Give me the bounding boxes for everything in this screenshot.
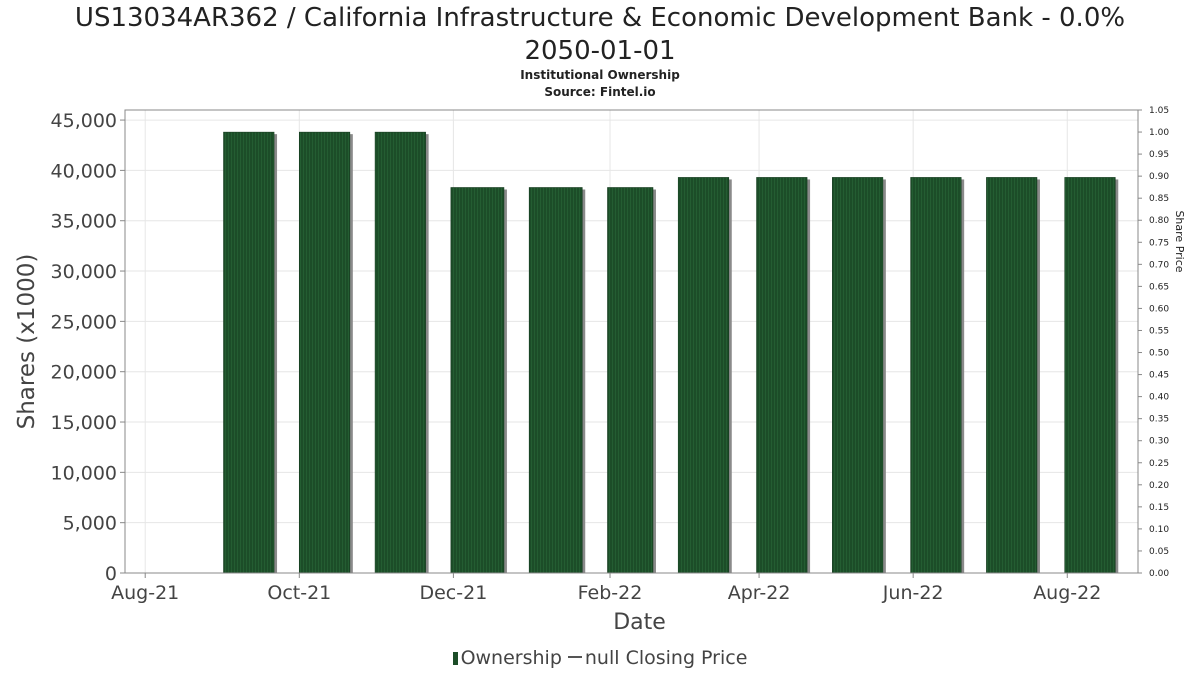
x-tick-label: Aug-21 xyxy=(111,582,179,604)
chart-title-line-1: US13034AR362 / California Infrastructure… xyxy=(74,3,1126,33)
y2-tick-label: 1.00 xyxy=(1149,128,1169,138)
x-tick-label: Aug-22 xyxy=(1033,582,1101,604)
y2-tick-label: 0.65 xyxy=(1149,282,1169,292)
y-tick-label: 35,000 xyxy=(51,211,117,233)
y-tick-label: 25,000 xyxy=(51,311,117,333)
legend: Ownership null Closing Price xyxy=(0,647,1200,669)
ownership-bar xyxy=(986,177,1038,574)
ownership-bar xyxy=(607,187,654,574)
y-tick-label: 15,000 xyxy=(51,412,117,434)
y2-tick-label: 0.25 xyxy=(1149,459,1169,469)
legend-closing-price-line xyxy=(567,656,582,658)
ownership-bar xyxy=(1064,177,1116,574)
y-tick-label: 0 xyxy=(105,563,117,585)
y2-tick-label: 0.15 xyxy=(1149,503,1169,513)
chart-title-line-2: 2050-01-01 xyxy=(524,36,676,66)
y2-tick-label: 0.20 xyxy=(1149,481,1169,491)
plot-border xyxy=(124,109,1139,574)
y2-tick-label: 0.50 xyxy=(1149,349,1169,359)
y2-tick-label: 0.80 xyxy=(1149,216,1169,226)
ownership-bar xyxy=(223,131,275,574)
y2-tick-label: 0.30 xyxy=(1149,437,1169,447)
y2-tick-label: 0.05 xyxy=(1149,547,1169,557)
y2-tick-label: 0.95 xyxy=(1149,150,1169,160)
y2-tick-label: 0.10 xyxy=(1149,525,1169,535)
chart-title: US13034AR362 / California Infrastructure… xyxy=(0,2,1200,68)
y-tick-label: 30,000 xyxy=(51,261,117,283)
chart-subtitle: Institutional Ownership xyxy=(520,68,680,82)
y2-tick-label: 0.75 xyxy=(1149,238,1169,248)
x-tick-label: Oct-21 xyxy=(267,582,331,604)
ownership-bar xyxy=(910,177,962,574)
y2-axis-title: Share Price xyxy=(1173,210,1186,272)
y-tick-label: 45,000 xyxy=(51,110,117,132)
y2-tick-label: 0.45 xyxy=(1149,371,1169,381)
ownership-bar xyxy=(528,187,583,574)
y2-tick-label: 0.85 xyxy=(1149,194,1169,204)
x-tick-label: Feb-22 xyxy=(578,582,643,604)
ownership-bar xyxy=(756,177,808,574)
ownership-bar xyxy=(832,177,884,574)
ownership-bar xyxy=(450,187,505,574)
ownership-bar xyxy=(299,131,351,574)
y2-tick-label: 0.40 xyxy=(1149,393,1169,403)
y-tick-label: 5,000 xyxy=(63,513,117,535)
y-tick-label: 40,000 xyxy=(51,160,117,182)
y2-tick-label: 0.55 xyxy=(1149,326,1169,336)
x-axis-title: Date xyxy=(613,610,666,635)
y2-tick-label: 0.70 xyxy=(1149,260,1169,270)
x-tick-label: Jun-22 xyxy=(882,582,944,604)
y2-tick-label: 0.00 xyxy=(1149,569,1169,579)
y-tick-label: 10,000 xyxy=(51,462,117,484)
legend-ownership-label: Ownership xyxy=(460,647,562,669)
ownership-bar xyxy=(677,177,730,574)
y-tick-label: 20,000 xyxy=(51,362,117,384)
ownership-chart: 0 5,000 10,000 15,000 20,000 25,000 30,000 35,0… xyxy=(14,106,1186,635)
ownership-bar xyxy=(374,131,426,574)
chart-source: Source: Fintel.io xyxy=(544,85,656,99)
legend-ownership-swatch xyxy=(452,652,458,665)
y2-tick-label: 0.35 xyxy=(1149,415,1169,425)
legend-closing-price-label: null Closing Price xyxy=(584,647,748,669)
y2-tick-label: 0.60 xyxy=(1149,304,1169,314)
x-tick-label: Apr-22 xyxy=(728,582,791,604)
y2-tick-label: 0.90 xyxy=(1149,172,1169,182)
x-tick-label: Dec-21 xyxy=(419,582,487,604)
y-axis-title: Shares (x1000) xyxy=(14,254,40,430)
y2-tick-label: 1.05 xyxy=(1149,106,1169,116)
